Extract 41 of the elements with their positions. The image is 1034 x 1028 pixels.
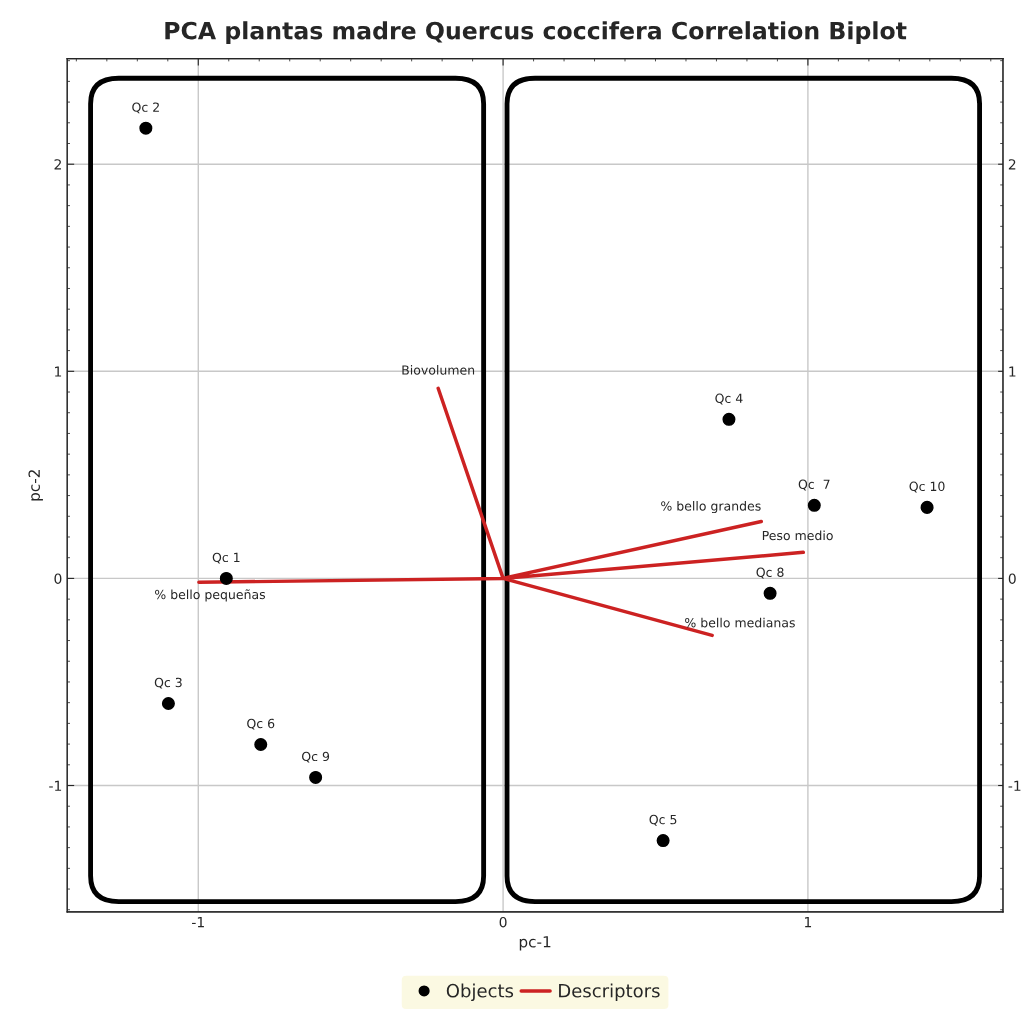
point bbox=[807, 498, 821, 512]
y-tick-label: -1 bbox=[49, 780, 62, 791]
y-axis-title: pc-2 bbox=[28, 470, 43, 501]
point bbox=[309, 770, 323, 784]
x-axis-title: pc-1 bbox=[519, 936, 551, 951]
point bbox=[656, 834, 670, 848]
annotation: % bello grandes bbox=[661, 501, 761, 514]
y2-tick-label: 0 bbox=[1008, 573, 1016, 584]
point bbox=[161, 696, 175, 711]
y2-tick-label: 2 bbox=[1008, 159, 1016, 170]
annotation: % bello medianas bbox=[685, 617, 795, 628]
point bbox=[763, 586, 777, 600]
point bbox=[219, 571, 233, 585]
y-tick-label: 1 bbox=[55, 366, 62, 377]
point bbox=[139, 121, 153, 135]
annotation: Qc 7 bbox=[798, 479, 830, 491]
x-tick-label: 0 bbox=[499, 916, 507, 928]
annotation: Qc 9 bbox=[302, 751, 330, 763]
y2-tick-label: 1 bbox=[1009, 366, 1016, 377]
annotation: Qc 6 bbox=[247, 718, 275, 730]
point bbox=[254, 737, 268, 752]
point bbox=[920, 500, 934, 514]
annotation: Peso medio bbox=[762, 530, 833, 541]
x-tick-label: -1 bbox=[192, 917, 204, 928]
annotation: Qc 8 bbox=[756, 567, 784, 579]
annotation: Qc 2 bbox=[132, 102, 159, 114]
legend-label: Objects bbox=[446, 983, 514, 1002]
annotation: Biovolumen bbox=[402, 365, 475, 375]
y-tick-label: 0 bbox=[54, 573, 62, 584]
annotation: Qc 4 bbox=[715, 393, 743, 405]
annotation: Qc 3 bbox=[154, 677, 182, 689]
annotation: Qc 5 bbox=[649, 814, 677, 826]
y2-tick-label: -1 bbox=[1008, 780, 1021, 791]
chart-title: PCA plantas madre Quercus coccifera Correlation Biplot bbox=[165, 21, 907, 45]
annotation: % bello pequeñas bbox=[155, 589, 266, 602]
y-tick-label: 2 bbox=[54, 159, 61, 170]
legend-label: Descriptors bbox=[559, 983, 660, 1002]
annotation: Qc 10 bbox=[909, 481, 945, 493]
point bbox=[722, 412, 736, 426]
annotation: Qc 1 bbox=[212, 552, 240, 564]
x-tick-label: 1 bbox=[805, 917, 812, 928]
